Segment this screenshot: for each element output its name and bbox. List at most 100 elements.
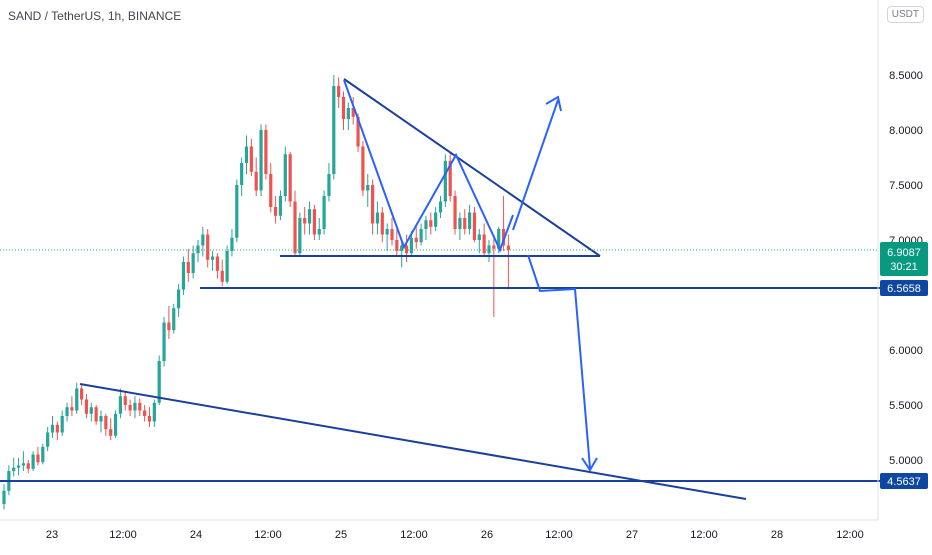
x-tick-label: 23 xyxy=(46,529,58,541)
candle xyxy=(167,306,171,339)
lower-level-badge xyxy=(880,473,928,489)
candle xyxy=(346,102,350,130)
x-tick-label: 25 xyxy=(335,529,347,541)
x-tick-label: 28 xyxy=(771,529,783,541)
candle xyxy=(288,152,292,207)
candle xyxy=(506,234,510,290)
x-tick-label: 12:00 xyxy=(109,529,137,541)
candle xyxy=(235,179,239,243)
candle xyxy=(424,215,428,240)
y-tick-label: 8.0000 xyxy=(889,125,923,137)
drawing-tools-layer[interactable] xyxy=(0,78,880,500)
candle xyxy=(36,446,40,466)
candle xyxy=(453,190,457,235)
candle xyxy=(94,405,98,425)
candle xyxy=(337,77,341,108)
exchange-label: BINANCE xyxy=(127,9,182,23)
candle xyxy=(46,427,50,452)
candle xyxy=(143,405,147,422)
candle xyxy=(429,212,433,235)
bearish-projection-path[interactable] xyxy=(527,254,591,469)
x-tick-label: 12:00 xyxy=(690,529,718,541)
candle xyxy=(50,416,55,438)
candle xyxy=(414,226,418,249)
candle xyxy=(138,398,142,416)
candle xyxy=(249,138,253,177)
candle xyxy=(458,212,462,240)
bearish-arrow-head xyxy=(581,457,598,472)
candle xyxy=(80,385,84,405)
candle xyxy=(472,207,477,243)
candle xyxy=(113,410,118,438)
candle xyxy=(303,207,307,235)
candle xyxy=(104,413,108,436)
candle xyxy=(419,223,423,246)
candle xyxy=(26,460,30,474)
candle xyxy=(463,209,467,235)
candle xyxy=(123,391,127,411)
x-tick-label: 12:00 xyxy=(254,529,282,541)
pattern-zigzag[interactable] xyxy=(343,79,514,253)
candle xyxy=(181,256,186,295)
x-tick-label: 12:00 xyxy=(836,529,864,541)
candle xyxy=(361,141,365,196)
lower-trend-line[interactable] xyxy=(79,383,747,500)
candle xyxy=(274,196,278,224)
candle xyxy=(264,124,268,180)
candle xyxy=(230,229,234,257)
candle xyxy=(172,303,176,334)
candle xyxy=(220,259,224,287)
candle xyxy=(244,135,249,174)
descending-trend-line[interactable] xyxy=(343,78,601,257)
candle xyxy=(448,152,452,202)
candle xyxy=(12,457,16,477)
bullish-projection-arrow[interactable] xyxy=(512,99,559,231)
support-level-text: 6.5658 xyxy=(887,283,921,295)
x-tick-label: 26 xyxy=(481,529,493,541)
y-tick-label: 6.0000 xyxy=(889,345,923,357)
y-tick-label: 5.5000 xyxy=(889,400,923,412)
currency-button[interactable]: USDT xyxy=(886,6,924,23)
y-tick-label: 7.5000 xyxy=(889,180,923,192)
candle xyxy=(307,201,312,235)
candle xyxy=(438,196,443,218)
candle xyxy=(269,163,273,213)
candle xyxy=(400,240,404,268)
candles-layer xyxy=(2,75,510,510)
candle xyxy=(65,402,69,422)
x-tick-label: 12:00 xyxy=(400,529,428,541)
candle xyxy=(298,212,302,257)
x-tick-label: 24 xyxy=(190,529,202,541)
candle xyxy=(443,154,447,207)
candle xyxy=(487,240,491,262)
candle xyxy=(341,91,346,130)
candle xyxy=(492,234,496,317)
candle xyxy=(177,284,181,317)
current-price-text: 6.9087 xyxy=(887,247,921,259)
candle xyxy=(75,383,79,414)
candle xyxy=(312,204,316,240)
candle xyxy=(118,388,122,419)
candle xyxy=(293,190,297,257)
candle xyxy=(2,484,6,510)
candle xyxy=(225,245,229,284)
candle xyxy=(380,207,384,243)
candle xyxy=(84,394,89,419)
candle xyxy=(390,218,394,246)
candle xyxy=(21,451,25,471)
interval-label: 1h xyxy=(107,9,122,23)
candle xyxy=(371,179,375,235)
candle xyxy=(70,396,74,416)
countdown-text: 30:21 xyxy=(890,261,918,273)
candle xyxy=(259,124,263,196)
candle xyxy=(254,157,258,196)
candle xyxy=(482,223,486,257)
candle xyxy=(351,97,355,125)
axes: 8.50008.00007.50007.00006.00005.50005.00… xyxy=(0,0,923,541)
y-tick-label: 5.0000 xyxy=(889,455,923,467)
price-badges: 6.9087 30:21 6.5658 4.5637 xyxy=(880,242,928,489)
support-level-badge xyxy=(880,280,928,296)
candle xyxy=(215,253,219,279)
